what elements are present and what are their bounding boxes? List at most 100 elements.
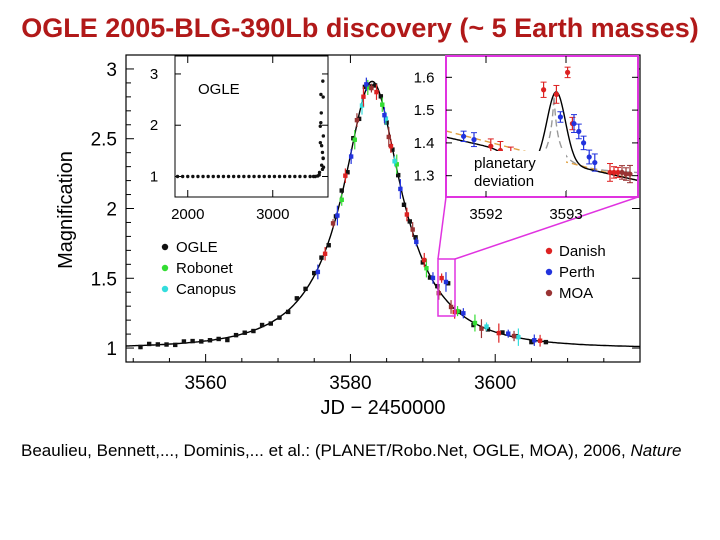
zoom-point-moa — [619, 165, 625, 180]
microlensing-figure: 3560 3580 3600 1 1.5 2 2.5 3 Magnification JD −… — [55, 54, 641, 419]
ogle-inset-point — [293, 174, 297, 179]
data-point-robonet — [352, 130, 357, 150]
legend-label-ogle: OGLE — [176, 239, 218, 256]
marker — [553, 91, 560, 97]
marker — [529, 339, 534, 345]
data-point-ogle — [138, 344, 143, 350]
marker — [484, 324, 489, 329]
data-point-moa — [330, 219, 336, 228]
data-point-moa — [386, 127, 391, 147]
ogle-inset-point — [317, 173, 321, 177]
marker — [303, 286, 308, 292]
data-point-ogle — [216, 336, 221, 342]
ogle-x-tick-label: 2000 — [171, 206, 204, 223]
marker — [364, 82, 369, 87]
zoom-point-moa — [627, 164, 633, 184]
zoom-point-perth — [557, 111, 564, 123]
ogle-inset-frame — [174, 55, 329, 198]
marker — [430, 275, 436, 281]
connector-line-right — [454, 196, 639, 260]
deviation-highlight-box — [437, 258, 456, 317]
marker — [592, 159, 598, 166]
ogle-inset-point — [216, 174, 221, 179]
data-point-perth — [414, 237, 419, 247]
data-point-danish — [496, 323, 502, 343]
x-tick-label: 3600 — [474, 373, 516, 394]
data-point-perth — [335, 205, 340, 226]
marker — [199, 339, 204, 344]
marker — [485, 327, 491, 332]
marker — [420, 260, 426, 265]
data-point-danish — [537, 334, 543, 347]
data-point-danish — [322, 247, 328, 261]
marker — [611, 169, 617, 176]
marker — [315, 269, 321, 275]
data-point-ogle — [146, 341, 152, 347]
marker — [216, 336, 221, 342]
ogle-inset-point — [211, 174, 215, 179]
marker — [427, 275, 433, 280]
data-point-ogle — [277, 315, 282, 320]
baseline-trend-curve — [447, 130, 637, 182]
data-point-perth — [532, 334, 537, 346]
zoom-point-moa — [623, 167, 629, 181]
marker — [472, 320, 478, 326]
marker — [345, 170, 350, 175]
data-point-danish — [388, 139, 394, 153]
marker — [404, 212, 410, 217]
marker — [380, 102, 385, 107]
marker — [330, 221, 336, 226]
marker — [398, 186, 403, 192]
data-point-canopus — [359, 96, 365, 115]
data-point-perth — [430, 272, 436, 284]
marker — [396, 172, 401, 178]
ogle-inset-point — [282, 174, 287, 179]
marker — [348, 154, 354, 159]
marker — [571, 120, 577, 127]
ogle-inset-point — [272, 174, 277, 179]
y-axis-label: Magnification — [55, 151, 77, 269]
data-point-ogle — [339, 188, 344, 193]
marker — [181, 339, 187, 344]
data-point-perth — [398, 179, 403, 199]
marker — [386, 134, 391, 140]
marker — [479, 326, 484, 331]
x-axis-label: JD − 2450000 — [320, 397, 445, 419]
marker — [343, 173, 348, 178]
data-point-ogle — [164, 342, 169, 347]
zoom-label-line2: deviation — [474, 173, 534, 190]
ogle-inset-point — [320, 150, 325, 155]
marker — [413, 235, 418, 240]
data-point-perth — [506, 329, 511, 338]
ogle-inset-point — [321, 79, 325, 83]
marker — [319, 255, 324, 260]
marker — [352, 137, 357, 142]
data-point-ogle — [268, 321, 273, 326]
ogle-inset-point — [186, 174, 190, 179]
data-point-ogle — [413, 235, 418, 240]
ogle-inset-axes: 2000 3000 1 2 3 — [150, 56, 328, 223]
marker — [268, 321, 273, 326]
marker — [461, 311, 466, 316]
zoom-point-danish — [607, 163, 613, 182]
data-point-ogle — [190, 338, 195, 344]
ogle-x-tick-label: 3000 — [256, 206, 289, 223]
data-point-ogle — [207, 338, 213, 343]
ogle-inset-point — [303, 174, 307, 179]
marker — [623, 171, 629, 177]
marker — [294, 296, 300, 301]
marker — [500, 330, 505, 335]
legend-label-canopus: Canopus — [176, 281, 236, 298]
marker — [155, 342, 161, 347]
ogle-inset-point — [221, 174, 226, 179]
zoom-y-tick-label: 1.6 — [414, 69, 435, 86]
data-point-perth — [315, 264, 321, 280]
marker — [615, 169, 621, 176]
data-point-danish — [343, 168, 348, 183]
zoom-x-tick-label: 3592 — [469, 206, 502, 223]
legend-label-perth: Perth — [559, 264, 595, 281]
marker — [354, 117, 360, 123]
ogle-inset-point — [247, 174, 251, 179]
marker — [401, 202, 407, 207]
zoom-point-perth — [580, 135, 587, 151]
